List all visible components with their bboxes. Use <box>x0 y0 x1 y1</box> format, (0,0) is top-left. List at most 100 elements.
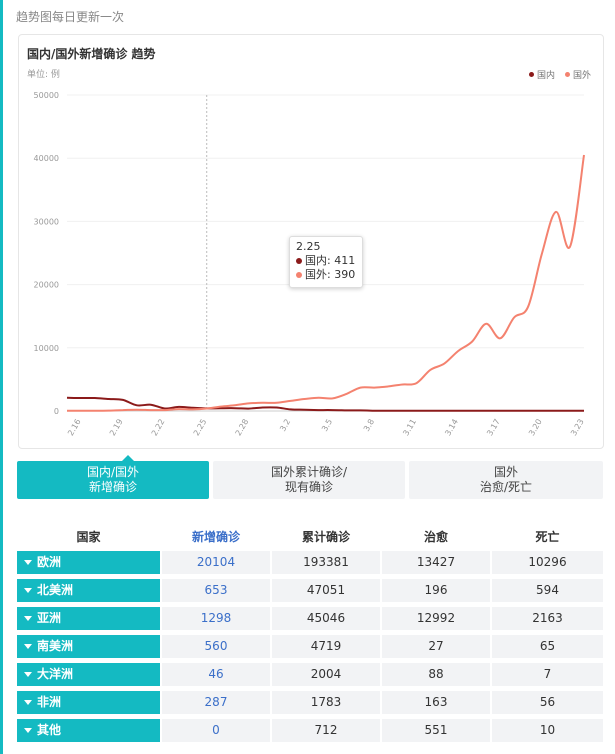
tooltip-row-foreign: 国外: 390 <box>296 268 356 282</box>
left-accent-bar <box>0 0 3 754</box>
tooltip-row-domestic: 国内: 411 <box>296 254 356 268</box>
region-expand-cell[interactable]: 其他 <box>17 719 160 742</box>
cell-dead: 7 <box>492 663 603 686</box>
region-expand-cell[interactable]: 大洋洲 <box>17 663 160 686</box>
table-row[interactable]: 亚洲 1298 45046 12992 2163 <box>17 607 603 630</box>
header-cured[interactable]: 治愈 <box>423 530 448 544</box>
x-tick-label: 3.8 <box>362 418 376 434</box>
cell-cured: 196 <box>382 579 490 602</box>
table-row[interactable]: 欧洲 20104 193381 13427 10296 <box>17 551 603 574</box>
table-row[interactable]: 其他 0 712 551 10 <box>17 719 603 742</box>
cell-new-confirmed: 20104 <box>162 551 270 574</box>
tab-line: 治愈/死亡 <box>479 480 533 494</box>
table-row[interactable]: 北美洲 653 47051 196 594 <box>17 579 603 602</box>
cell-new-confirmed: 0 <box>162 719 270 742</box>
cell-dead: 56 <box>492 691 603 714</box>
caret-down-icon <box>24 560 32 565</box>
chart-tooltip: 2.25 国内: 411 国外: 390 <box>289 236 363 288</box>
cell-dead: 594 <box>492 579 603 602</box>
x-tick-label: 3.2 <box>278 418 292 434</box>
tab-line: 国外 <box>493 465 518 479</box>
x-tick-label: 3.23 <box>569 418 586 438</box>
x-tick-label: 3.17 <box>485 418 502 438</box>
cell-total-confirmed: 1783 <box>272 691 380 714</box>
tab-new-confirmed[interactable]: 国内/国外 新增确诊 <box>17 455 209 499</box>
region-expand-cell[interactable]: 欧洲 <box>17 551 160 574</box>
y-tick-label: 30000 <box>34 217 59 226</box>
trend-chart-card: 0 10000 20000 30000 40000 50000 2.16 2.19 2.22 2.… <box>18 34 604 449</box>
table-row[interactable]: 南美洲 560 4719 27 65 <box>17 635 603 658</box>
region-name: 大洋洲 <box>37 667 74 681</box>
cell-new-confirmed: 1298 <box>162 607 270 630</box>
cell-dead: 2163 <box>492 607 603 630</box>
legend-label-foreign: 国外 <box>572 71 591 81</box>
cell-new-confirmed: 46 <box>162 663 270 686</box>
region-name: 非洲 <box>37 695 62 709</box>
tab-line: 国外累计确诊/ <box>270 465 348 479</box>
cell-dead: 10 <box>492 719 603 742</box>
legend-label-domestic: 国内 <box>536 71 555 81</box>
x-tick-label: 2.28 <box>234 418 251 438</box>
cell-cured: 88 <box>382 663 490 686</box>
table-header: 国家 新增确诊 累计确诊 治愈 死亡 <box>17 526 603 546</box>
header-total-confirmed[interactable]: 累计确诊 <box>301 530 350 544</box>
chart-tabs: 国内/国外 新增确诊 国外累计确诊/ 现有确诊 国外 治愈/死亡 <box>17 455 603 499</box>
cell-cured: 551 <box>382 719 490 742</box>
cell-cured: 12992 <box>382 607 490 630</box>
tooltip-dot-icon <box>296 272 302 278</box>
region-expand-cell[interactable]: 南美洲 <box>17 635 160 658</box>
x-tick-label: 2.16 <box>66 418 83 438</box>
caret-down-icon <box>24 700 32 705</box>
tab-line: 现有确诊 <box>284 480 333 494</box>
y-tick-label: 10000 <box>34 344 59 353</box>
cell-total-confirmed: 4719 <box>272 635 380 658</box>
tab-cumulative-current[interactable]: 国外累计确诊/ 现有确诊 <box>213 461 405 499</box>
legend-item-foreign[interactable]: 国外 <box>564 68 591 81</box>
region-table: 国家 新增确诊 累计确诊 治愈 死亡 欧洲 20104 193381 13427 102… <box>17 526 603 742</box>
table-row[interactable]: 大洋洲 46 2004 88 7 <box>17 663 603 686</box>
cell-total-confirmed: 47051 <box>272 579 380 602</box>
region-name: 亚洲 <box>37 611 62 625</box>
x-tick-label: 2.22 <box>150 418 167 438</box>
cell-total-confirmed: 45046 <box>272 607 380 630</box>
header-dead[interactable]: 死亡 <box>535 530 560 544</box>
x-tick-label: 2.25 <box>192 418 209 438</box>
x-tick-label: 3.5 <box>320 418 334 434</box>
chart-title: 国内/国外新增确诊 趋势 <box>27 47 156 61</box>
cell-cured: 27 <box>382 635 490 658</box>
caret-down-icon <box>24 588 32 593</box>
legend-dot-icon <box>564 72 570 77</box>
y-tick-label: 50000 <box>34 91 59 100</box>
tab-line: 新增确诊 <box>88 480 137 494</box>
region-expand-cell[interactable]: 亚洲 <box>17 607 160 630</box>
header-new-confirmed[interactable]: 新增确诊 <box>191 530 240 544</box>
cell-cured: 13427 <box>382 551 490 574</box>
tab-line: 国内/国外 <box>86 465 140 479</box>
x-tick-label: 3.20 <box>527 418 544 438</box>
header-country: 国家 <box>76 530 101 544</box>
region-name: 北美洲 <box>37 583 74 597</box>
cell-cured: 163 <box>382 691 490 714</box>
tab-cured-dead[interactable]: 国外 治愈/死亡 <box>409 461 603 499</box>
chart-unit: 单位: 例 <box>27 70 60 80</box>
cell-new-confirmed: 560 <box>162 635 270 658</box>
legend-item-domestic[interactable]: 国内 <box>528 68 555 81</box>
x-tick-label: 3.14 <box>443 418 460 438</box>
caret-down-icon <box>24 616 32 621</box>
caret-down-icon <box>24 644 32 649</box>
region-name: 欧洲 <box>37 555 62 569</box>
trend-chart[interactable]: 0 10000 20000 30000 40000 50000 2.16 2.19 2.22 2.… <box>19 35 605 450</box>
cell-dead: 10296 <box>492 551 603 574</box>
y-tick-label: 0 <box>54 407 59 416</box>
legend-dot-icon <box>528 72 534 77</box>
cell-total-confirmed: 2004 <box>272 663 380 686</box>
tooltip-date: 2.25 <box>296 240 321 253</box>
region-expand-cell[interactable]: 北美洲 <box>17 579 160 602</box>
table-row[interactable]: 非洲 287 1783 163 56 <box>17 691 603 714</box>
cell-total-confirmed: 193381 <box>272 551 380 574</box>
y-tick-label: 20000 <box>34 281 59 290</box>
caret-down-icon <box>24 728 32 733</box>
region-expand-cell[interactable]: 非洲 <box>17 691 160 714</box>
cell-total-confirmed: 712 <box>272 719 380 742</box>
tab-pointer-icon <box>122 455 134 461</box>
